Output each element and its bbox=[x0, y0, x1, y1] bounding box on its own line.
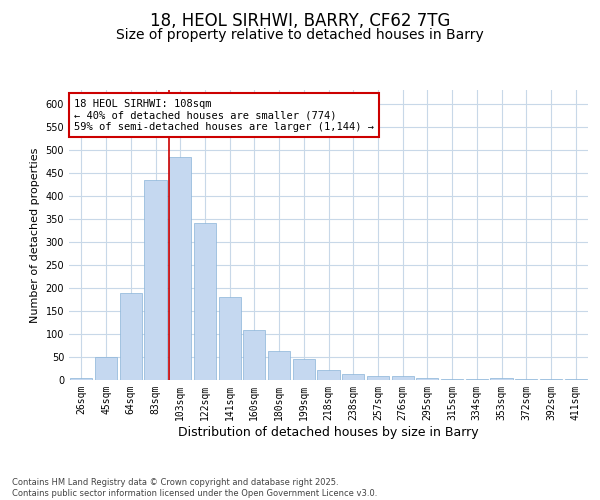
Bar bbox=[441, 378, 463, 380]
Bar bbox=[342, 374, 364, 380]
Text: 18, HEOL SIRHWI, BARRY, CF62 7TG: 18, HEOL SIRHWI, BARRY, CF62 7TG bbox=[150, 12, 450, 30]
Bar bbox=[268, 352, 290, 380]
Bar bbox=[416, 378, 439, 380]
Bar bbox=[540, 379, 562, 380]
Bar bbox=[515, 378, 538, 380]
Bar bbox=[565, 378, 587, 380]
Text: 18 HEOL SIRHWI: 108sqm
← 40% of detached houses are smaller (774)
59% of semi-de: 18 HEOL SIRHWI: 108sqm ← 40% of detached… bbox=[74, 98, 374, 132]
Bar bbox=[490, 378, 512, 380]
Bar bbox=[194, 224, 216, 380]
Y-axis label: Number of detached properties: Number of detached properties bbox=[30, 148, 40, 322]
Bar bbox=[169, 156, 191, 380]
Text: Size of property relative to detached houses in Barry: Size of property relative to detached ho… bbox=[116, 28, 484, 42]
X-axis label: Distribution of detached houses by size in Barry: Distribution of detached houses by size … bbox=[178, 426, 479, 438]
Bar bbox=[119, 292, 142, 380]
Bar bbox=[367, 376, 389, 380]
Bar bbox=[218, 297, 241, 380]
Bar bbox=[317, 370, 340, 380]
Text: Contains HM Land Registry data © Crown copyright and database right 2025.
Contai: Contains HM Land Registry data © Crown c… bbox=[12, 478, 377, 498]
Bar bbox=[70, 378, 92, 380]
Bar bbox=[95, 357, 117, 380]
Bar bbox=[145, 180, 167, 380]
Bar bbox=[243, 330, 265, 380]
Bar bbox=[392, 376, 414, 380]
Bar bbox=[466, 378, 488, 380]
Bar bbox=[293, 360, 315, 380]
